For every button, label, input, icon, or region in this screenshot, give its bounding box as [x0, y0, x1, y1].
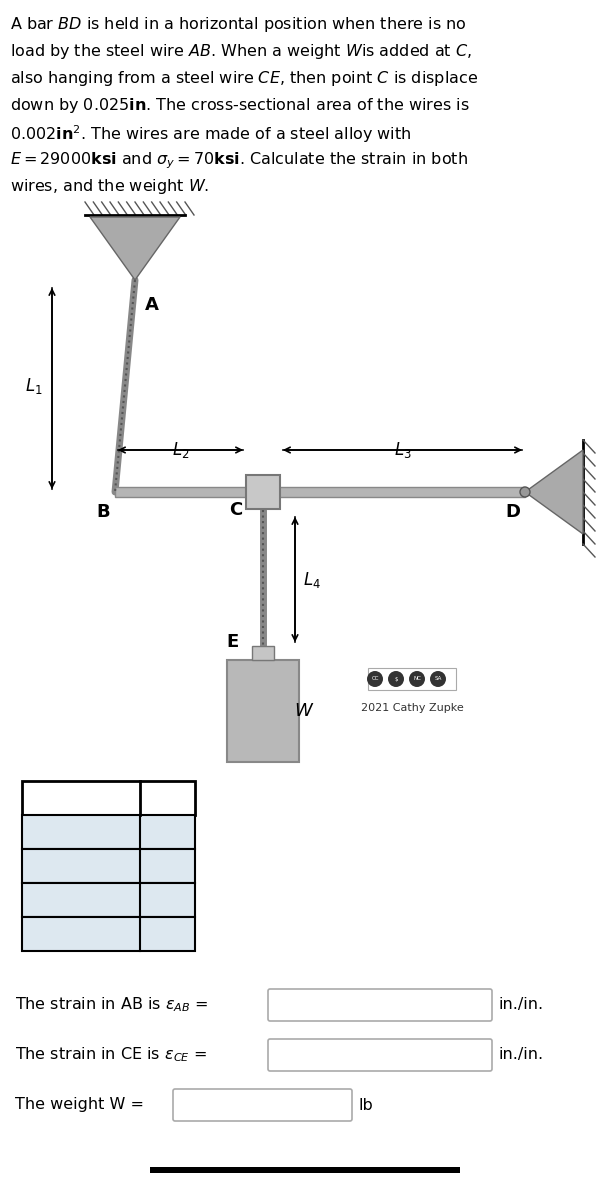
Text: 2021 Cathy Zupke: 2021 Cathy Zupke — [361, 703, 463, 713]
Bar — [22, 781, 195, 815]
Text: ft: ft — [161, 791, 174, 805]
Text: $L_3$: $L_3$ — [393, 440, 412, 460]
Text: L_4: L_4 — [106, 926, 132, 942]
Circle shape — [388, 671, 404, 686]
Text: B: B — [97, 503, 110, 521]
Text: down by $0.025\mathbf{in}$. The cross-sectional area of the wires is: down by $0.025\mathbf{in}$. The cross-se… — [10, 96, 469, 115]
Text: $L_1$: $L_1$ — [25, 376, 43, 396]
Bar — [115, 487, 525, 497]
Text: C: C — [229, 502, 242, 518]
Text: L_2: L_2 — [106, 858, 132, 874]
Circle shape — [430, 671, 446, 686]
FancyBboxPatch shape — [268, 989, 492, 1021]
Polygon shape — [90, 217, 180, 280]
Circle shape — [520, 487, 530, 497]
Text: The strain in CE is $\varepsilon_{CE}$ =: The strain in CE is $\varepsilon_{CE}$ = — [15, 1045, 207, 1064]
Text: $W$: $W$ — [294, 702, 314, 720]
Text: wires, and the weight $W$.: wires, and the weight $W$. — [10, 176, 209, 196]
Bar — [246, 475, 280, 509]
Text: The weight W =: The weight W = — [15, 1098, 144, 1112]
Bar — [150, 1166, 460, 1174]
Text: $: $ — [394, 677, 398, 682]
Text: Parameter: Parameter — [36, 791, 126, 805]
Text: $E = 29000\mathbf{ksi}$ and $\sigma_y = 70\mathbf{ksi}$. Calculate the strain in: $E = 29000\mathbf{ksi}$ and $\sigma_y = … — [10, 150, 468, 170]
Text: E: E — [227, 634, 239, 650]
Text: lb: lb — [358, 1098, 373, 1112]
Circle shape — [409, 671, 425, 686]
Bar — [22, 815, 195, 850]
Text: load by the steel wire $\mathit{AB}$. When a weight $W$is added at $C$,: load by the steel wire $\mathit{AB}$. Wh… — [10, 42, 472, 61]
Text: 1: 1 — [163, 858, 172, 874]
Bar — [22, 883, 195, 917]
Bar — [227, 660, 299, 762]
Text: L_3: L_3 — [106, 892, 132, 908]
Text: D: D — [505, 503, 520, 521]
Circle shape — [367, 671, 383, 686]
Text: 4: 4 — [163, 926, 172, 942]
Text: in./in.: in./in. — [498, 1048, 543, 1062]
Text: $L_4$: $L_4$ — [303, 570, 321, 589]
Text: SA: SA — [434, 677, 441, 682]
FancyBboxPatch shape — [268, 1039, 492, 1070]
Text: A bar $\mathit{BD}$ is held in a horizontal position when there is no: A bar $\mathit{BD}$ is held in a horizon… — [10, 14, 466, 34]
Bar — [22, 850, 195, 883]
Text: The strain in AB is $\varepsilon_{AB}$ =: The strain in AB is $\varepsilon_{AB}$ = — [15, 996, 209, 1014]
Text: A: A — [145, 296, 159, 314]
Text: L_1: L_1 — [106, 824, 132, 840]
Text: 4: 4 — [163, 824, 172, 840]
Text: in./in.: in./in. — [498, 997, 543, 1013]
Text: also hanging from a steel wire $\mathit{CE}$, then point $C$ is displace: also hanging from a steel wire $\mathit{… — [10, 68, 478, 88]
Polygon shape — [525, 450, 583, 534]
Text: NC: NC — [413, 677, 421, 682]
Text: $L_2$: $L_2$ — [171, 440, 189, 460]
FancyBboxPatch shape — [173, 1090, 352, 1121]
Bar — [22, 917, 195, 950]
Text: $0.002\mathbf{in}^2$. The wires are made of a steel alloy with: $0.002\mathbf{in}^2$. The wires are made… — [10, 122, 412, 145]
Bar — [368, 668, 456, 690]
Bar — [252, 646, 274, 660]
Text: CC: CC — [371, 677, 379, 682]
Text: 2: 2 — [163, 893, 172, 907]
